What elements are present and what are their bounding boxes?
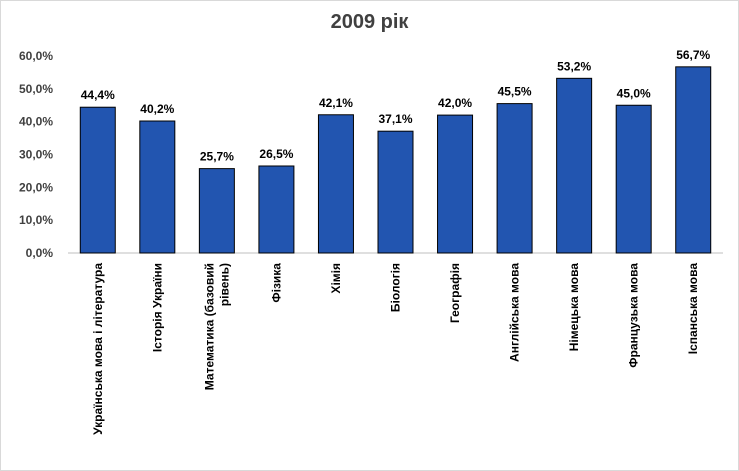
category-label-line: рівень)	[217, 263, 231, 306]
category-label-line: Іспанська мова	[686, 263, 700, 355]
category-label: Українська мова і література	[91, 263, 105, 435]
bar	[377, 130, 414, 254]
category-label: Біологія	[389, 263, 403, 312]
y-tick-label: 60,0%	[19, 49, 53, 63]
category-label: Математика (базовий рівень)	[202, 263, 231, 390]
bar	[139, 120, 176, 254]
y-tick-label: 20,0%	[19, 180, 53, 194]
y-tick-label: 40,0%	[19, 115, 53, 129]
category-label-line: Біологія	[389, 263, 403, 312]
category-label-line: Українська мова і література	[91, 263, 105, 435]
category-label: Англійська мова	[508, 263, 522, 362]
category-label-line: Англійська мова	[508, 263, 522, 362]
y-tick-label: 30,0%	[19, 148, 53, 162]
bar	[437, 114, 474, 254]
data-label: 40,2%	[140, 102, 174, 116]
category-label-line: Французька мова	[627, 263, 641, 368]
bar	[675, 66, 712, 254]
data-label: 56,7%	[676, 48, 710, 62]
bar	[258, 165, 295, 254]
data-label: 53,2%	[557, 59, 591, 73]
category-label-line: Німецька мова	[567, 263, 581, 352]
data-label: 26,5%	[259, 147, 293, 161]
bar	[615, 104, 652, 254]
data-label: 37,1%	[378, 112, 412, 126]
bar	[556, 77, 593, 254]
category-label-line: Фізика	[269, 263, 283, 303]
category-label: Німецька мова	[567, 263, 581, 352]
category-label: Французька мова	[627, 263, 641, 368]
chart-title: 2009 рік	[330, 11, 409, 33]
category-label: Хімія	[329, 263, 343, 294]
bar	[198, 168, 235, 254]
category-label-line: Хімія	[329, 263, 343, 294]
bar	[79, 106, 116, 254]
data-label: 42,0%	[438, 96, 472, 110]
y-tick-label: 50,0%	[19, 82, 53, 96]
data-label: 44,4%	[81, 88, 115, 102]
category-label: Іспанська мова	[686, 263, 700, 355]
category-label: Географія	[448, 263, 462, 323]
bar	[317, 114, 354, 254]
data-label: 45,0%	[617, 86, 651, 100]
bar	[496, 103, 533, 254]
category-label: Фізика	[269, 263, 283, 303]
category-label-line: Історія України	[150, 263, 164, 352]
y-tick-label: 0,0%	[26, 246, 54, 260]
category-label-line: Математика (базовий	[202, 263, 216, 390]
data-label: 25,7%	[200, 150, 234, 164]
category-label: Історія України	[150, 263, 164, 352]
category-label-line: Географія	[448, 263, 462, 323]
data-label: 42,1%	[319, 96, 353, 110]
y-tick-label: 10,0%	[19, 213, 53, 227]
data-label: 45,5%	[498, 85, 532, 99]
